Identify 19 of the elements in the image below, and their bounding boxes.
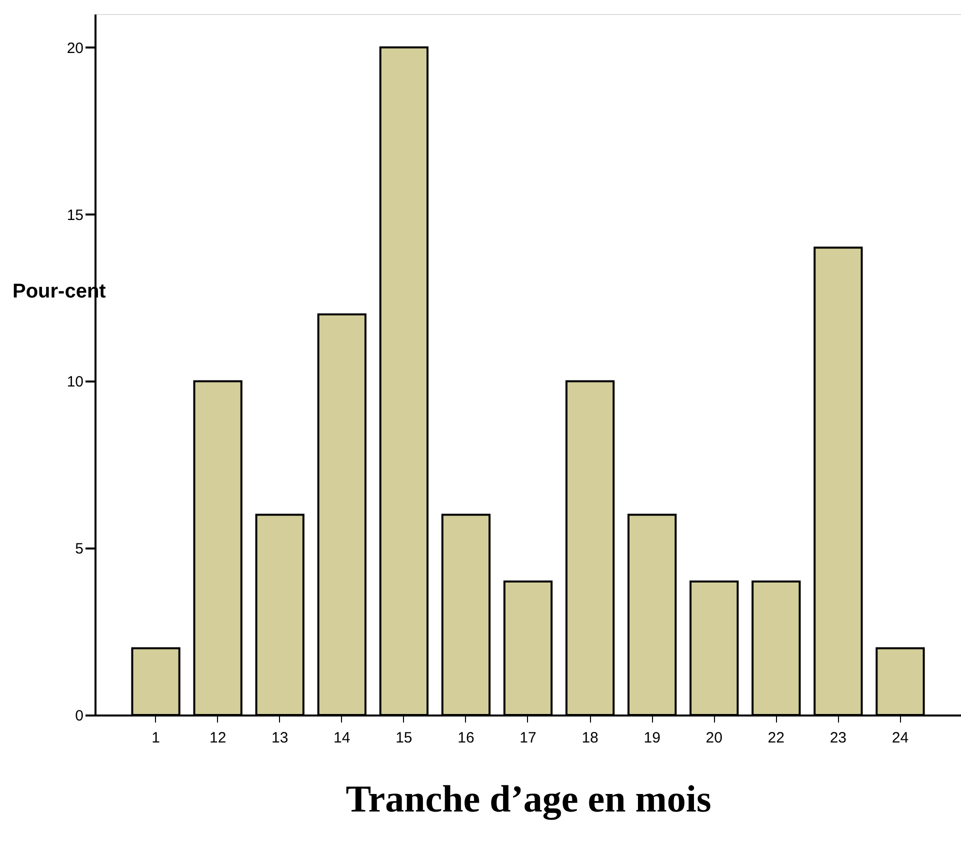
x-tick-label: 12 bbox=[209, 730, 226, 746]
y-tick-label: 0 bbox=[75, 708, 84, 724]
x-tick-label: 18 bbox=[582, 730, 598, 746]
y-tick-label: 10 bbox=[66, 374, 84, 391]
x-tick-label: 23 bbox=[830, 730, 847, 746]
y-tick-label: 5 bbox=[75, 540, 84, 558]
y-tick-label: 20 bbox=[66, 40, 84, 57]
x-axis-title: Tranche d’age en mois bbox=[346, 778, 712, 820]
x-tick-label: 24 bbox=[892, 730, 909, 746]
x-tick-label: 20 bbox=[706, 730, 722, 746]
x-tick-label: 17 bbox=[520, 730, 536, 746]
x-tick-label: 16 bbox=[458, 730, 474, 746]
x-tick-label: 22 bbox=[768, 730, 784, 746]
y-tick-label: 15 bbox=[66, 206, 84, 224]
x-tick-label: 1 bbox=[152, 730, 160, 746]
x-tick-label: 19 bbox=[644, 730, 660, 746]
x-tick-label: 15 bbox=[396, 730, 412, 746]
x-tick-label: 13 bbox=[272, 730, 288, 746]
x-tick-label: 14 bbox=[334, 730, 350, 746]
